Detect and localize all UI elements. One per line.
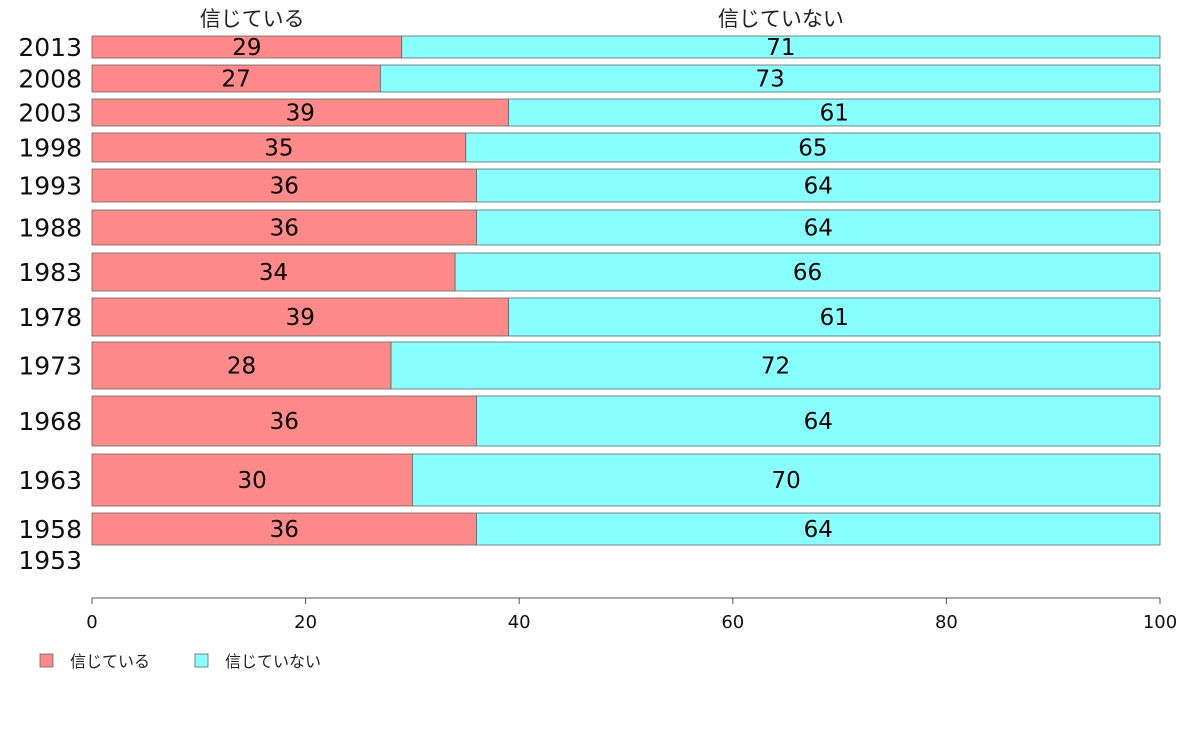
bar-2013-series-1 xyxy=(401,35,1161,59)
x-tick-label-20: 20 xyxy=(294,612,317,633)
value-label-1968-series-0: 36 xyxy=(270,409,299,435)
value-label-1993-series-1: 64 xyxy=(804,174,833,200)
bar-1983-series-1 xyxy=(454,252,1161,292)
value-label-1998-series-0: 35 xyxy=(264,136,293,162)
bar-1968-series-0 xyxy=(91,395,477,447)
year-label-1953: 1953 xyxy=(18,546,82,575)
year-labels: 2013 2008 2003 1998 1993 1988 1983 1978 1973 1968… xyxy=(18,33,82,575)
bar-1993-series-1 xyxy=(476,168,1161,203)
value-label-1983-series-0: 34 xyxy=(259,260,288,286)
value-label-2013-series-1: 71 xyxy=(766,35,795,61)
x-tick-label-0: 0 xyxy=(86,612,97,633)
bar-1988-series-1 xyxy=(476,209,1161,246)
value-label-1993-series-0: 36 xyxy=(270,174,299,200)
value-label-1968-series-1: 64 xyxy=(804,409,833,435)
year-label-1968: 1968 xyxy=(18,407,82,436)
column-header-not-believe: 信じていない xyxy=(718,7,844,31)
year-label-1963: 1963 xyxy=(18,466,82,495)
bar-1963-series-1 xyxy=(411,453,1161,507)
bar-1958-series-0 xyxy=(91,512,477,546)
bar-1993-series-0 xyxy=(91,168,477,203)
value-label-1973-series-1: 72 xyxy=(761,354,790,380)
value-label-1958-series-1: 64 xyxy=(804,517,833,543)
x-tick-label-80: 80 xyxy=(935,612,958,633)
value-label-2008-series-0: 27 xyxy=(222,67,251,93)
year-label-1958: 1958 xyxy=(18,515,82,544)
legend-swatch-0 xyxy=(39,653,54,668)
bar-1998-series-0 xyxy=(91,132,467,163)
x-axis: 0 20 40 60 80 100 xyxy=(86,597,1177,633)
bar-2003-series-1 xyxy=(508,98,1161,127)
bar-1978-series-0 xyxy=(91,297,509,337)
year-label-1983: 1983 xyxy=(18,258,82,287)
year-label-2003: 2003 xyxy=(18,99,82,128)
value-label-1978-series-1: 61 xyxy=(820,305,849,331)
year-label-1993: 1993 xyxy=(18,172,82,201)
year-label-1988: 1988 xyxy=(18,214,82,243)
column-header-believe: 信じている xyxy=(200,7,305,31)
value-label-1978-series-0: 39 xyxy=(286,305,315,331)
value-label-1998-series-1: 65 xyxy=(798,136,827,162)
year-label-2013: 2013 xyxy=(18,33,82,62)
bar-1988-series-0 xyxy=(91,209,477,246)
value-label-1988-series-1: 64 xyxy=(804,216,833,242)
x-tick-label-40: 40 xyxy=(508,612,531,633)
bar-1978-series-1 xyxy=(508,297,1161,337)
value-label-2008-series-1: 73 xyxy=(756,67,785,93)
bar-1968-series-1 xyxy=(476,395,1161,447)
bar-1958-series-1 xyxy=(476,512,1161,546)
value-label-1973-series-0: 28 xyxy=(227,354,256,380)
value-label-1963-series-0: 30 xyxy=(238,468,267,494)
value-label-1988-series-0: 36 xyxy=(270,216,299,242)
x-tick-label-60: 60 xyxy=(721,612,744,633)
year-label-2008: 2008 xyxy=(18,65,82,94)
value-label-2003-series-1: 61 xyxy=(820,101,849,127)
bar-2008-series-1 xyxy=(379,64,1161,93)
bar-2008-series-0 xyxy=(91,64,381,93)
value-label-2003-series-0: 39 xyxy=(286,101,315,127)
legend-label-1: 信じていない xyxy=(225,652,321,671)
column-headers: 信じている 信じていない xyxy=(200,7,844,31)
x-tick-label-100: 100 xyxy=(1143,612,1177,633)
value-label-2013-series-0: 29 xyxy=(232,35,261,61)
value-label-1958-series-0: 36 xyxy=(270,517,299,543)
year-label-1973: 1973 xyxy=(18,352,82,381)
bar-1973-series-1 xyxy=(390,341,1161,390)
bar-1998-series-1 xyxy=(465,132,1161,163)
year-label-1978: 1978 xyxy=(18,303,82,332)
legend-swatch-1 xyxy=(194,653,209,668)
legend: 信じている 信じていない xyxy=(39,652,321,671)
year-label-1998: 1998 xyxy=(18,134,82,163)
value-label-1963-series-1: 70 xyxy=(772,468,801,494)
value-label-1983-series-1: 66 xyxy=(793,260,822,286)
bar-1983-series-0 xyxy=(91,252,456,292)
legend-label-0: 信じている xyxy=(70,652,150,671)
bars: 29 71 27 73 39 61 35 65 36 64 36 64 34 66 39 61 28 72 36 64… xyxy=(91,35,1161,546)
